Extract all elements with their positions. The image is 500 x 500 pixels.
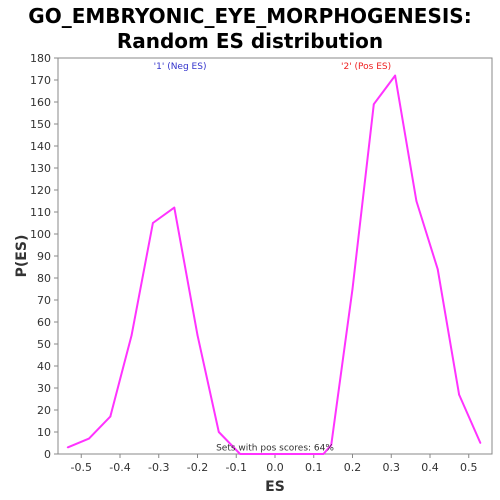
y-tick-label: 150 xyxy=(30,118,51,131)
data-point xyxy=(196,334,199,337)
x-tick-label: 0.2 xyxy=(344,461,362,474)
x-tick-label: -0.5 xyxy=(71,461,92,474)
data-point xyxy=(66,446,69,449)
x-tick-label: -0.4 xyxy=(109,461,130,474)
y-tick-label: 130 xyxy=(30,162,51,175)
y-tick-label: 40 xyxy=(37,360,51,373)
series-layer xyxy=(66,74,482,455)
y-tick-label: 30 xyxy=(37,382,51,395)
data-point xyxy=(330,444,333,447)
data-point xyxy=(239,453,242,455)
data-point xyxy=(217,431,220,433)
x-tick-label: 0.4 xyxy=(421,461,439,474)
x-tick-label: -0.2 xyxy=(187,461,208,474)
y-tick-label: 120 xyxy=(30,184,51,197)
data-point xyxy=(415,200,418,202)
chart-title-line-2: Random ES distribution xyxy=(116,29,384,53)
y-tick-label: 60 xyxy=(37,316,51,329)
data-point xyxy=(458,393,460,396)
data-point xyxy=(152,222,154,224)
data-point xyxy=(372,103,375,106)
y-tick-label: 50 xyxy=(37,338,51,351)
annotation-label: '2' (Pos ES) xyxy=(341,62,391,72)
annotation-label: Sets with pos scores: 64% xyxy=(216,444,334,454)
y-axis-title: P(ES) xyxy=(14,235,30,278)
y-tick-label: 140 xyxy=(30,140,51,153)
data-point xyxy=(479,442,482,444)
plot-area xyxy=(57,57,493,455)
chart-title: GO_EMBRYONIC_EYE_MORPHOGENESIS: Random E… xyxy=(0,4,500,54)
x-axis-title: ES xyxy=(265,479,285,495)
data-point xyxy=(109,415,112,418)
annotations: '1' (Neg ES) '2' (Pos ES) Sets with pos sc… xyxy=(154,62,391,454)
data-point xyxy=(436,268,439,271)
y-tick-label: 180 xyxy=(30,52,51,65)
y-tick-label: 100 xyxy=(30,228,51,241)
y-axis: 0 10 20 30 40 50 60 70 80 90 100 110 120 130 140 150 160… xyxy=(30,52,58,461)
data-point xyxy=(88,437,90,440)
y-tick-label: 110 xyxy=(30,206,51,219)
y-tick-label: 80 xyxy=(37,272,51,285)
data-point xyxy=(130,334,133,337)
annotation-label: '1' (Neg ES) xyxy=(154,62,207,72)
data-point xyxy=(173,206,176,209)
chart-title-line-1: GO_EMBRYONIC_EYE_MORPHOGENESIS: xyxy=(28,4,472,28)
y-tick-label: 90 xyxy=(37,250,51,263)
x-tick-label: 0.5 xyxy=(460,461,478,474)
data-point xyxy=(322,453,325,455)
x-tick-label: 0.1 xyxy=(305,461,323,474)
y-tick-label: 0 xyxy=(44,448,51,461)
data-point xyxy=(394,74,397,77)
y-tick-label: 160 xyxy=(30,96,51,109)
y-tick-label: 70 xyxy=(37,294,51,307)
y-tick-label: 20 xyxy=(37,404,51,417)
x-tick-label: -0.1 xyxy=(226,461,247,474)
x-tick-label: 0.3 xyxy=(383,461,401,474)
series-line xyxy=(67,74,482,455)
x-tick-label: 0.0 xyxy=(266,461,284,474)
y-tick-label: 10 xyxy=(37,426,51,439)
y-tick-label: 170 xyxy=(30,74,51,87)
x-tick-label: -0.3 xyxy=(148,461,169,474)
data-point xyxy=(351,288,354,290)
x-axis: -0.5 -0.4 -0.3 -0.2 -0.1 0.0 0.1 0.2 0.3 0.4 0.5 xyxy=(71,454,478,474)
